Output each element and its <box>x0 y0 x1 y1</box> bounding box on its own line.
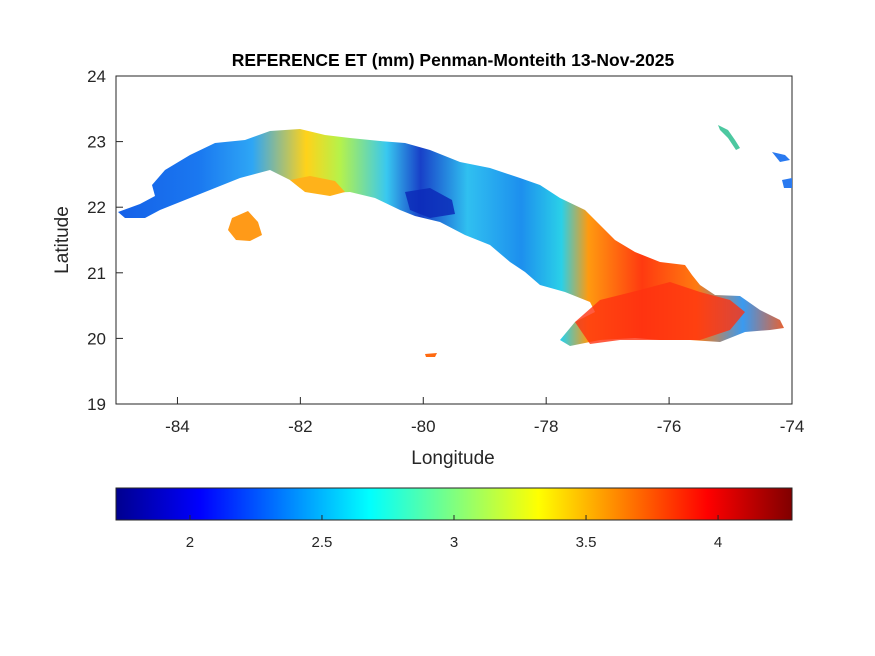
y-tick-label: 22 <box>87 198 106 217</box>
small-cay-south <box>425 353 437 357</box>
bahamas-edge-2 <box>782 178 792 188</box>
et-map <box>118 125 792 357</box>
x-axis-ticks: -84 -82 -80 -78 -76 -74 <box>165 397 804 436</box>
colorbar-tick-label: 2 <box>186 534 194 551</box>
isla-de-la-juventud <box>228 211 262 241</box>
colorbar <box>115 487 793 521</box>
colorbar-tick-label: 3.5 <box>576 534 597 551</box>
x-tick-label: -82 <box>288 417 313 436</box>
bahamas-edge <box>772 152 790 162</box>
x-tick-label: -84 <box>165 417 190 436</box>
x-axis-label: Longitude <box>411 448 494 469</box>
colorbar-tick-label: 2.5 <box>312 534 333 551</box>
cay-northeast <box>718 125 740 150</box>
x-tick-label: -74 <box>780 417 805 436</box>
y-axis-label: Latitude <box>52 206 73 274</box>
y-tick-label: 23 <box>87 133 106 152</box>
colorbar-tick-label: 4 <box>714 534 722 551</box>
plot-area <box>115 75 793 405</box>
y-tick-label: 19 <box>87 395 106 414</box>
central-low-core <box>405 188 455 218</box>
y-tick-label: 24 <box>87 67 106 86</box>
chart-title: REFERENCE ET (mm) Penman-Monteith 13-Nov… <box>232 50 675 70</box>
y-axis-ticks: 19 20 21 22 23 24 <box>87 67 123 414</box>
eastern-high-zone <box>575 282 745 344</box>
x-tick-label: -80 <box>411 417 436 436</box>
x-tick-label: -76 <box>657 417 682 436</box>
zapata-patch <box>290 176 345 196</box>
x-tick-label: -78 <box>534 417 559 436</box>
y-tick-label: 20 <box>87 329 106 348</box>
colorbar-tick-label: 3 <box>450 534 458 551</box>
colorbar-ticks: 2 2.5 3 3.5 4 <box>186 515 722 551</box>
y-tick-label: 21 <box>87 264 106 283</box>
cuba-main-island <box>118 129 784 346</box>
